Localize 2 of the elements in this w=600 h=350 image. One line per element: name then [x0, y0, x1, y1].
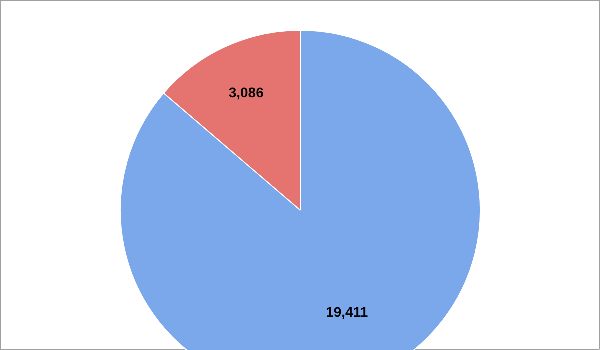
data-label: 19,411 — [326, 304, 368, 320]
data-label: 3,086 — [228, 84, 264, 101]
